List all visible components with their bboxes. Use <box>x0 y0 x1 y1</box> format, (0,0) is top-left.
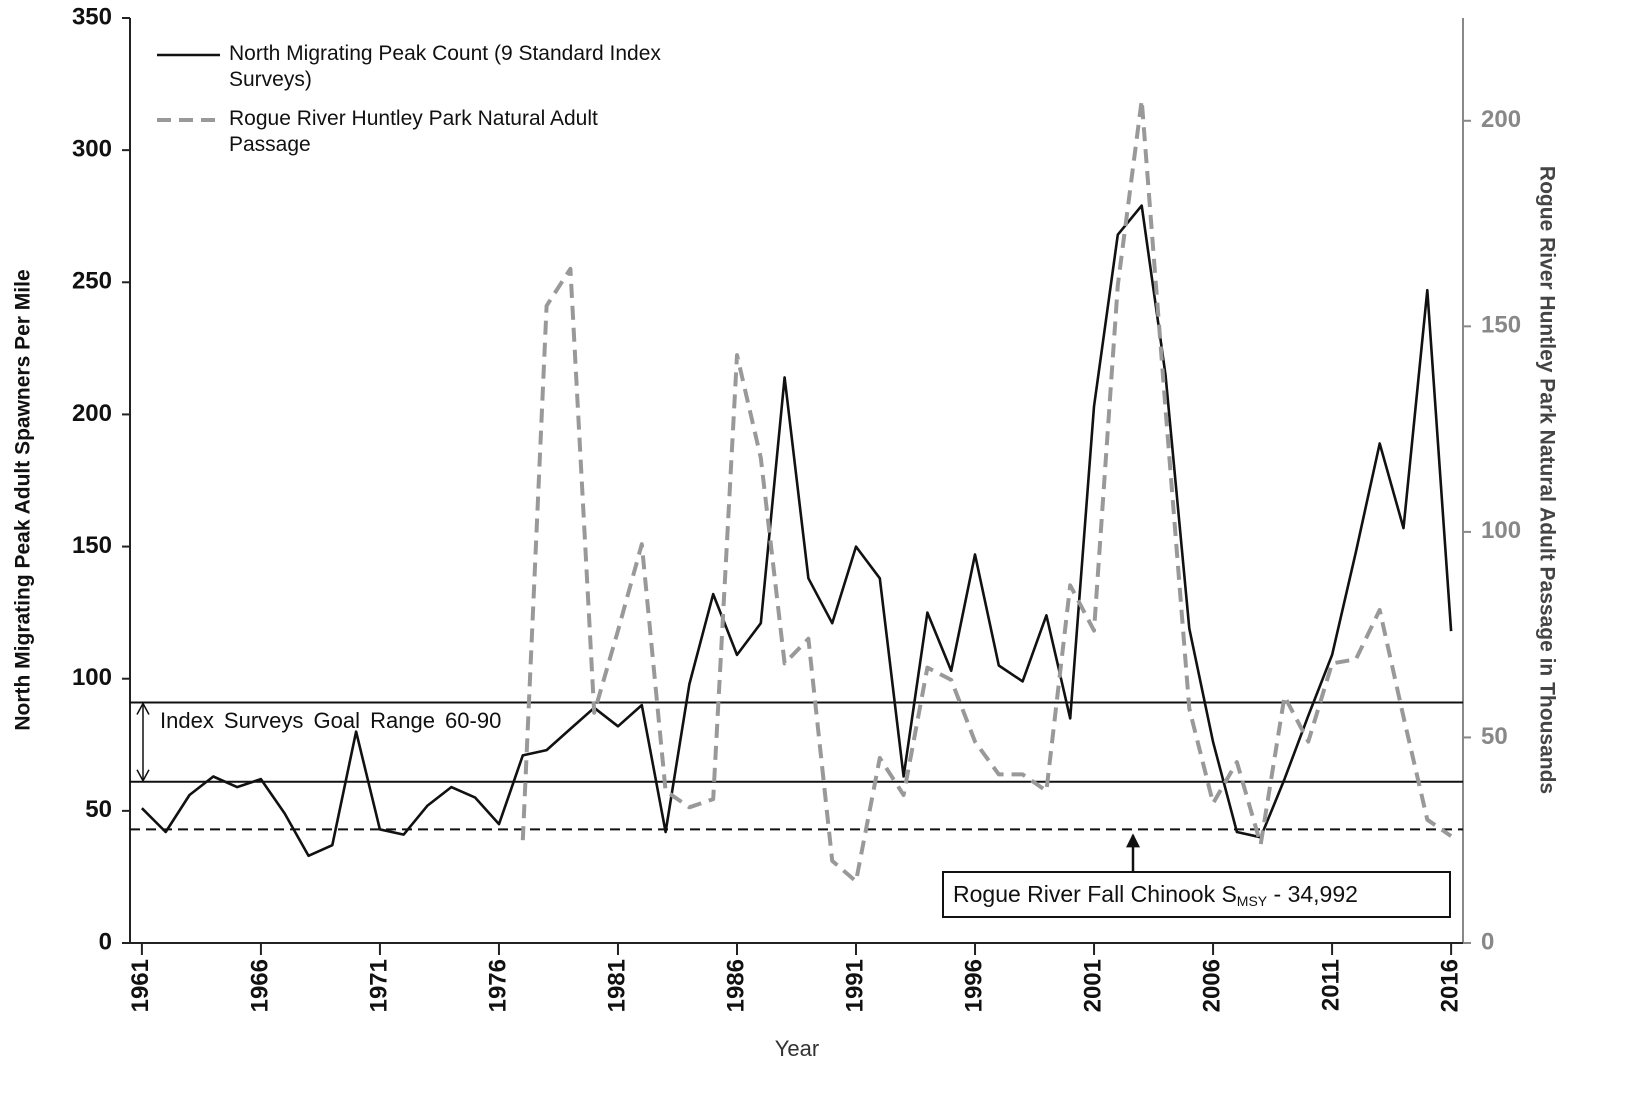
x-tick-label: 1986 <box>722 959 749 1012</box>
x-tick-label: 1961 <box>127 959 154 1012</box>
annotation-part: Rogue River Fall Chinook S <box>953 881 1237 907</box>
arrow-head <box>136 701 150 715</box>
x-tick-label: 1976 <box>484 959 511 1012</box>
y2-tick-label: 100 <box>1481 517 1521 544</box>
x-tick-label: 2006 <box>1198 959 1225 1012</box>
x-tick-label: 1991 <box>841 959 868 1012</box>
arrow-head <box>1126 833 1140 848</box>
y-axis-label: North Migrating Peak Adult Spawners Per … <box>12 269 35 730</box>
y2-tick-label: 50 <box>1481 723 1508 750</box>
series-line <box>140 204 1453 858</box>
x-axis-label: Year <box>775 1036 819 1061</box>
x-tick-label: 1996 <box>960 959 987 1012</box>
x-tick-label: 1981 <box>603 959 630 1012</box>
y-tick-label: 200 <box>72 400 112 427</box>
x-tick-label: 1971 <box>365 959 392 1012</box>
x-tick-label: 1966 <box>246 959 273 1012</box>
annotation-part: MSY <box>1237 893 1268 909</box>
legend-label: Rogue River Huntley Park Natural Adult P… <box>229 107 598 156</box>
x-tick-label: 2011 <box>1317 959 1344 1011</box>
y2-tick-label: 150 <box>1481 312 1521 339</box>
annotation: Index Surveys Goal Range 60-90 <box>160 708 501 733</box>
y-tick-label: 50 <box>85 796 112 823</box>
x-tick-label: 2016 <box>1436 959 1463 1012</box>
annotation-box <box>942 871 1451 918</box>
y2-axis-label: Rogue River Huntley Park Natural Adult P… <box>1535 166 1558 794</box>
y-tick-label: 0 <box>99 928 112 955</box>
y-tick-label: 150 <box>72 532 112 559</box>
y-tick-label: 300 <box>72 135 112 162</box>
legend-label: North Migrating Peak Count (9 Standard I… <box>229 42 661 91</box>
series-line <box>520 98 1453 884</box>
y-tick-label: 250 <box>72 268 112 295</box>
y2-tick-label: 0 <box>1481 928 1494 955</box>
annotation-part: - 34,992 <box>1267 881 1358 907</box>
x-tick-label: 2001 <box>1079 959 1106 1012</box>
annotation: Rogue River Fall Chinook SMSY - 34,992 <box>953 881 1358 909</box>
y-tick-label: 350 <box>72 3 112 30</box>
y2-tick-label: 200 <box>1481 106 1521 133</box>
y-tick-label: 100 <box>72 664 112 691</box>
arrow-head <box>136 769 150 783</box>
